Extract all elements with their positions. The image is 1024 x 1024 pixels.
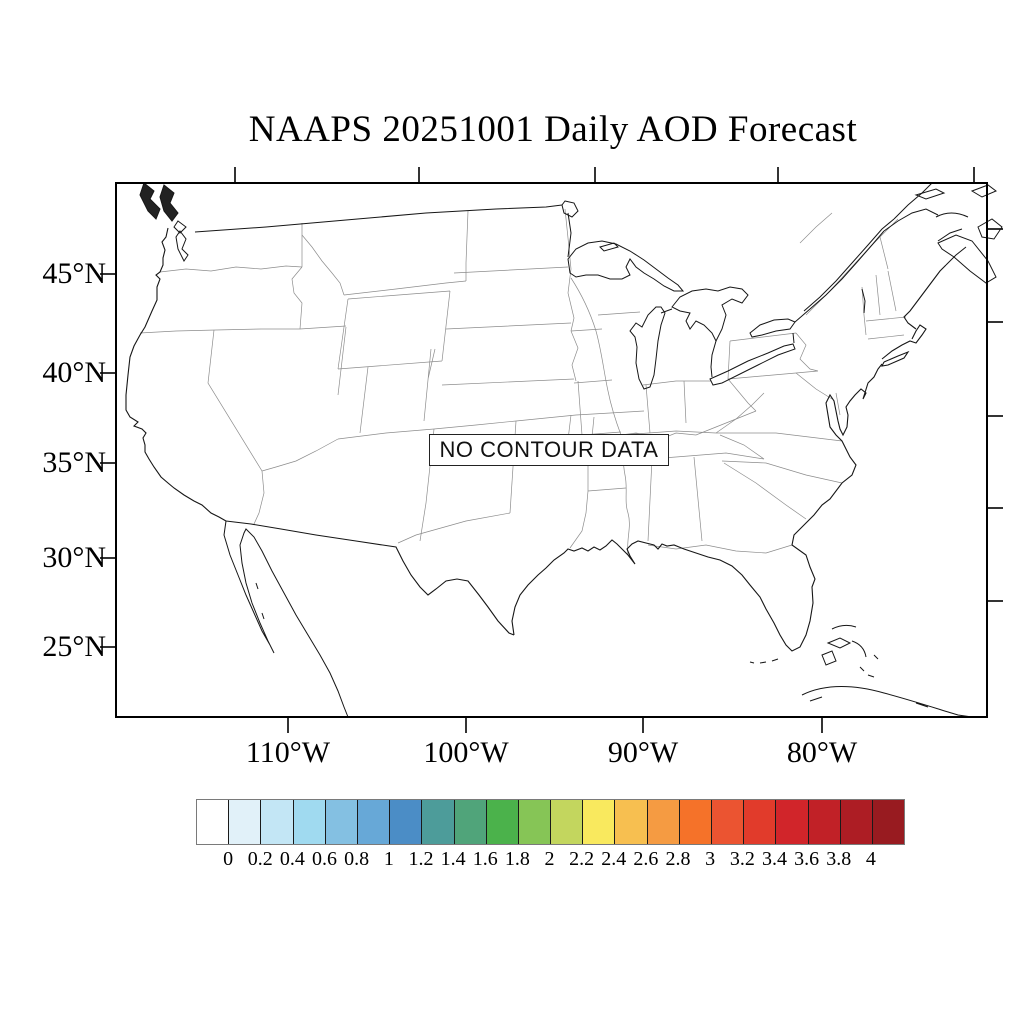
colorbar-cell	[293, 800, 326, 844]
colorbar-tick-label: 3.6	[794, 848, 820, 870]
colorbar-cell	[518, 800, 552, 844]
colorbar-tick-label: 1.6	[472, 848, 498, 870]
no-contour-data-box: NO CONTOUR DATA	[429, 434, 669, 466]
map-frame	[115, 182, 988, 718]
colorbar	[196, 799, 905, 845]
longitude-ticks-top	[234, 167, 975, 183]
lon-tick-label: 90°W	[607, 736, 679, 769]
colorbar-tick-label: 3.4	[761, 848, 787, 870]
colorbar-tick-label: 2	[544, 848, 555, 870]
colorbar-cell	[583, 800, 616, 844]
colorbar-cell	[744, 800, 777, 844]
colorbar-cell	[840, 800, 873, 844]
colorbar-tick-label: 2.2	[569, 848, 595, 870]
colorbar-tick-label: 0	[223, 848, 234, 870]
colorbar-tick-label: 3.8	[826, 848, 852, 870]
canada-border-and-coast	[194, 182, 967, 323]
colorbar-tick-label: 1.8	[504, 848, 530, 870]
lon-tick-label: 80°W	[786, 736, 858, 769]
colorbar-cell	[872, 800, 905, 844]
colorbar-tick-label: 0.2	[247, 848, 273, 870]
colorbar-cell	[454, 800, 487, 844]
colorbar-cell	[325, 800, 358, 844]
lon-tick-label: 110°W	[245, 736, 331, 769]
latitude-ticks-left	[100, 273, 116, 648]
islands	[139, 182, 1003, 718]
colorbar-cell	[357, 800, 391, 844]
colorbar-tick-label: 1.2	[408, 848, 434, 870]
colorbar-tick-label: 0.6	[312, 848, 338, 870]
colorbar-cell	[551, 800, 584, 844]
plot-title: NAAPS 20251001 Daily AOD Forecast	[248, 109, 858, 150]
colorbar-cell	[197, 800, 230, 844]
lat-tick-label: 40°N	[42, 356, 106, 389]
colorbar-tick-label: 1.4	[440, 848, 466, 870]
colorbar-cell	[808, 800, 841, 844]
colorbar-cell	[390, 800, 423, 844]
lat-tick-label: 30°N	[42, 541, 106, 574]
colorbar-tick-label: 2.8	[665, 848, 691, 870]
colorbar-tick-label: 3	[705, 848, 716, 870]
us-coastline	[125, 227, 947, 664]
colorbar-tick-label: 2.4	[601, 848, 627, 870]
colorbar-tick-label: 3.2	[729, 848, 755, 870]
latitude-ticks-right	[987, 228, 1003, 602]
colorbar-cell	[712, 800, 745, 844]
longitude-ticks-bottom	[287, 717, 823, 733]
colorbar-cell	[422, 800, 455, 844]
colorbar-cell	[615, 800, 648, 844]
colorbar-cell	[647, 800, 680, 844]
colorbar-cell	[776, 800, 809, 844]
colorbar-tick-label: 0.4	[279, 848, 305, 870]
colorbar-cell	[229, 800, 262, 844]
state-borders	[139, 208, 907, 556]
colorbar-tick-label: 4	[865, 848, 876, 870]
colorbar-tick-label: 0.8	[344, 848, 370, 870]
colorbar-cell	[486, 800, 519, 844]
colorbar-cell	[679, 800, 712, 844]
lon-tick-label: 100°W	[423, 736, 509, 769]
lat-tick-label: 45°N	[42, 257, 106, 290]
lat-tick-label: 25°N	[42, 630, 106, 663]
map-content	[115, 182, 1003, 718]
colorbar-cell	[261, 800, 294, 844]
colorbar-tick-label: 1	[383, 848, 394, 870]
lat-tick-label: 35°N	[42, 446, 106, 479]
colorbar-tick-label: 2.6	[633, 848, 659, 870]
great-lakes	[561, 200, 866, 390]
